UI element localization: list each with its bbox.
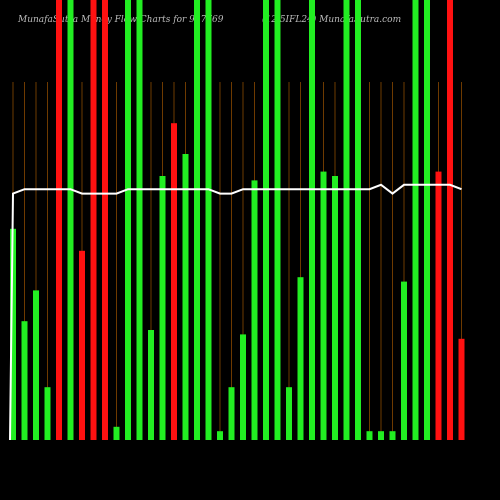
bar bbox=[217, 431, 223, 440]
bar bbox=[21, 321, 28, 440]
bar bbox=[240, 334, 246, 440]
bar bbox=[343, 0, 350, 440]
bar bbox=[320, 171, 327, 440]
bar bbox=[56, 0, 62, 440]
chart-title: MunafaSutra Money Flow Charts for 937769 bbox=[17, 15, 224, 25]
bar bbox=[102, 0, 108, 440]
bar bbox=[447, 0, 453, 440]
bar bbox=[355, 0, 361, 440]
flow-line bbox=[9, 183, 462, 441]
bar bbox=[79, 250, 85, 440]
bar bbox=[182, 154, 189, 440]
bar bbox=[389, 431, 396, 440]
bar bbox=[366, 431, 373, 440]
bar bbox=[136, 0, 143, 440]
bar bbox=[435, 171, 442, 440]
bar bbox=[148, 330, 154, 440]
bar bbox=[228, 387, 235, 440]
bar bbox=[194, 0, 200, 440]
bar bbox=[90, 0, 97, 440]
bar bbox=[125, 0, 131, 440]
bar bbox=[171, 123, 177, 440]
bar bbox=[251, 180, 258, 440]
bar bbox=[113, 426, 120, 440]
bar bbox=[458, 338, 465, 440]
bar bbox=[378, 431, 384, 440]
chart-subtitle: (12.5IFL24) MunafaSutra.com bbox=[262, 14, 401, 25]
bar bbox=[205, 0, 212, 440]
bar bbox=[44, 387, 51, 440]
bar bbox=[412, 0, 419, 440]
bar bbox=[286, 387, 292, 440]
bar bbox=[274, 0, 281, 440]
bar bbox=[33, 290, 39, 440]
bar bbox=[401, 281, 407, 440]
bar bbox=[424, 0, 430, 440]
bar bbox=[67, 0, 74, 440]
bar bbox=[297, 277, 304, 440]
bar bbox=[10, 228, 16, 440]
bar bbox=[159, 176, 166, 440]
bar bbox=[309, 0, 315, 440]
bar bbox=[332, 176, 338, 440]
bar bbox=[263, 0, 269, 440]
